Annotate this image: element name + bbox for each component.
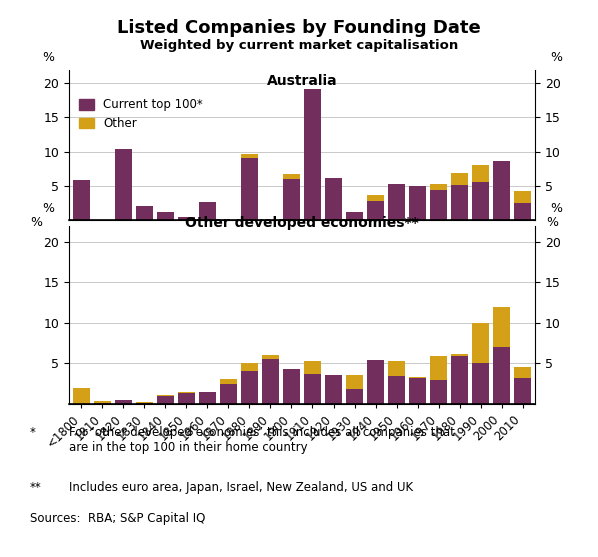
Bar [367, 196, 384, 201]
Bar [241, 363, 258, 372]
Bar [431, 379, 447, 404]
Bar [241, 372, 258, 404]
Bar [451, 356, 468, 404]
Text: %: % [550, 51, 562, 63]
Bar [304, 361, 321, 374]
Bar [410, 378, 426, 404]
Bar [115, 400, 132, 404]
Bar [514, 203, 531, 220]
Bar [493, 161, 509, 220]
Text: %: % [546, 216, 558, 229]
Bar [199, 392, 216, 404]
Bar [157, 395, 173, 404]
Text: Sources:  RBA; S&P Capital IQ: Sources: RBA; S&P Capital IQ [30, 512, 205, 525]
Text: Other developed economies**: Other developed economies** [185, 216, 419, 230]
Bar [178, 393, 194, 404]
Bar [136, 402, 152, 403]
Bar [199, 202, 216, 220]
Bar [283, 174, 300, 179]
Text: Listed Companies by Founding Date: Listed Companies by Founding Date [117, 19, 481, 37]
Bar [472, 165, 489, 182]
Bar [388, 184, 405, 220]
Bar [367, 360, 384, 404]
Bar [304, 374, 321, 404]
Bar [220, 379, 237, 384]
Bar [283, 179, 300, 220]
Text: %: % [550, 202, 562, 215]
Bar [263, 355, 279, 359]
Bar [410, 186, 426, 220]
Bar [136, 403, 152, 404]
Bar [157, 212, 173, 220]
Bar [325, 375, 341, 404]
Bar [514, 367, 531, 378]
Text: Weighted by current market capitalisation: Weighted by current market capitalisatio… [140, 39, 458, 52]
Bar [472, 182, 489, 220]
Bar [472, 363, 489, 404]
Bar [451, 354, 468, 356]
Bar [304, 89, 321, 220]
Text: %: % [42, 202, 54, 215]
Bar [283, 369, 300, 404]
Text: For ‘other developed economies’ this includes all companies that
are in the top : For ‘other developed economies’ this inc… [69, 426, 454, 454]
Text: Australia: Australia [267, 74, 337, 88]
Text: %: % [42, 51, 54, 63]
Bar [514, 190, 531, 203]
Bar [346, 212, 363, 220]
Bar [410, 377, 426, 378]
Bar [241, 154, 258, 159]
Bar [514, 378, 531, 404]
Bar [346, 375, 363, 389]
Text: %: % [30, 216, 42, 229]
Bar [493, 347, 509, 404]
Bar [94, 403, 111, 404]
Text: **: ** [30, 481, 42, 494]
Text: *: * [30, 426, 36, 439]
Bar [73, 388, 90, 404]
Bar [325, 178, 341, 220]
Bar [73, 180, 90, 220]
Bar [94, 402, 111, 403]
Bar [388, 377, 405, 404]
Bar [220, 384, 237, 404]
Bar [493, 306, 509, 347]
Bar [115, 149, 132, 220]
Bar [451, 185, 468, 220]
Bar [431, 184, 447, 190]
Bar [431, 190, 447, 220]
Bar [263, 359, 279, 404]
Bar [346, 389, 363, 404]
Bar [431, 356, 447, 379]
Text: Includes euro area, Japan, Israel, New Zealand, US and UK: Includes euro area, Japan, Israel, New Z… [69, 481, 413, 494]
Bar [178, 217, 194, 220]
Legend: Current top 100*, Other: Current top 100*, Other [75, 94, 208, 135]
Bar [367, 201, 384, 220]
Bar [472, 323, 489, 363]
Bar [451, 173, 468, 185]
Bar [136, 206, 152, 220]
Bar [388, 361, 405, 377]
Bar [241, 159, 258, 220]
